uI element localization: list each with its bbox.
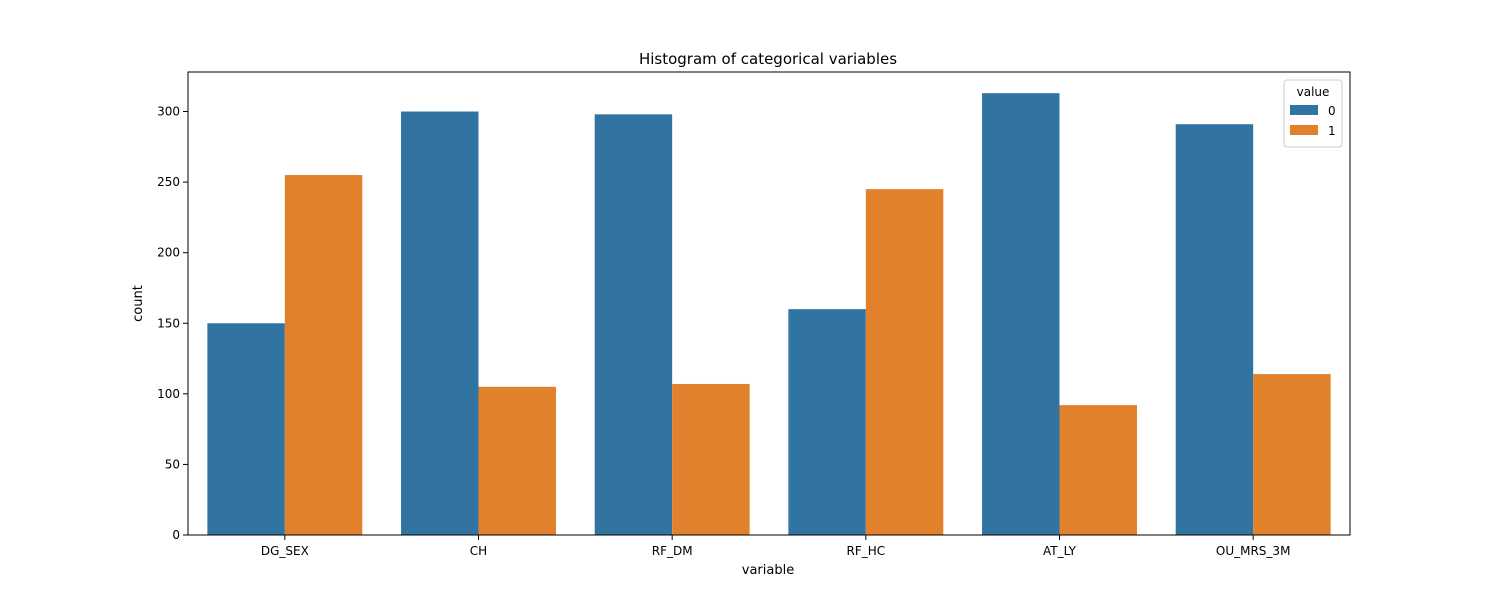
x-tick-label: CH: [470, 544, 487, 558]
legend-label-1: 1: [1328, 124, 1336, 138]
y-tick-label: 50: [165, 457, 180, 471]
bar-dg-sex-value-1: [284, 175, 363, 536]
y-tick-label: 100: [157, 387, 180, 401]
y-tick-label: 0: [172, 528, 180, 542]
x-tick-label: DG_SEX: [261, 544, 309, 558]
legend-swatch-1: [1290, 125, 1318, 135]
bar-at-ly-value-1: [1059, 405, 1137, 535]
y-axis-label: count: [131, 285, 146, 322]
y-tick-label: 250: [157, 175, 180, 189]
bar-rf-hc-value-0: [788, 309, 866, 535]
bar-rf-hc-value-1: [865, 189, 944, 535]
bar-ou-mrs-3m-value-1: [1253, 374, 1331, 535]
bars-layer: [207, 93, 1331, 536]
y-tick-label: 150: [157, 316, 180, 330]
y-tick-label: 200: [157, 246, 180, 260]
x-tick-label: OU_MRS_3M: [1216, 544, 1291, 558]
x-axis-label: variable: [742, 563, 794, 578]
legend-swatch-0: [1290, 105, 1318, 115]
legend-entries: 01: [1290, 104, 1336, 138]
y-axis-ticks: 0 50 100 150 200 250 300: [157, 105, 188, 542]
bar-ch-value-0: [401, 111, 479, 536]
chart-title: Histogram of categorical variables: [639, 50, 897, 68]
bar-dg-sex-value-0: [207, 323, 285, 535]
x-tick-label: AT_LY: [1043, 544, 1077, 558]
bar-ou-mrs-3m-value-0: [1175, 124, 1254, 535]
bar-rf-dm-value-1: [672, 383, 750, 535]
plot-area-frame: [187, 71, 1351, 536]
legend-title: value: [1297, 85, 1330, 99]
x-tick-label: RF_DM: [652, 544, 693, 558]
x-tick-label: RF_HC: [847, 544, 886, 558]
y-tick-label: 300: [157, 105, 180, 119]
x-axis-ticks: DG_SEX CH RF_DM RF_HC AT_LY OU_MRS_3M: [261, 535, 1291, 558]
legend-label-0: 0: [1328, 104, 1336, 118]
bar-rf-dm-value-0: [594, 114, 673, 535]
bar-ch-value-1: [478, 386, 556, 535]
legend: value 01: [1283, 79, 1343, 148]
bar-at-ly-value-0: [982, 93, 1060, 536]
